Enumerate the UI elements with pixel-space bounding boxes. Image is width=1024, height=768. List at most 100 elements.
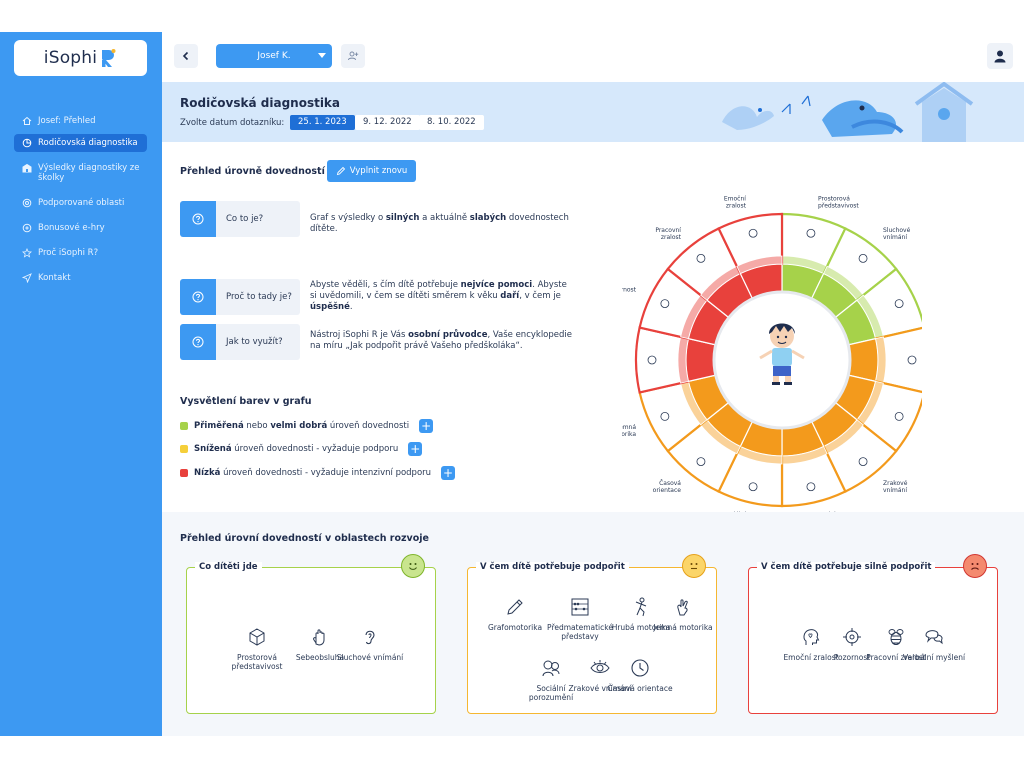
- faq-bold: silných: [385, 213, 420, 223]
- faq-question-proc-to-tady-je[interactable]: Proč to tady je?: [180, 279, 300, 315]
- sidebar-item-label: Proč iSophi R?: [38, 248, 99, 258]
- area-box-reduced: V čem dítě potřebuje podpořit Grafomotor…: [467, 554, 718, 714]
- fine-hand-icon: [677, 599, 688, 616]
- sidebar-item-podporovane-oblasti[interactable]: Podporované oblasti: [14, 194, 147, 212]
- expand-button[interactable]: +: [419, 419, 434, 433]
- faq-bold: osobní průvodce: [408, 330, 488, 340]
- skill-verbalni-mysleni[interactable]: Verbální myšlení: [899, 626, 969, 662]
- skill-label: Pozornost: [833, 653, 871, 662]
- skill-pracovni-zralost[interactable]: Pracovní zralost: [861, 626, 931, 662]
- school-icon: [22, 163, 32, 173]
- wheel-segment-ring: [736, 255, 783, 275]
- skill-pozornost[interactable]: Pozornost: [817, 626, 887, 662]
- page-title: Rodičovská diagnostika: [180, 96, 341, 110]
- top-bar: Josef K.: [162, 32, 1024, 82]
- skill-grafomotorika[interactable]: Grafomotorika: [480, 596, 550, 632]
- wheel-segment-inner[interactable]: [847, 337, 879, 383]
- wheel-segment-label: Pracovní zralost: [655, 227, 681, 241]
- sidebar-item-prehled[interactable]: Josef: Přehled: [14, 112, 147, 130]
- faq-question-co-to-je[interactable]: Co to je?: [180, 201, 300, 237]
- sidebar-item-bonusove-e-hry[interactable]: Bonusové e-hry: [14, 219, 147, 237]
- expand-button[interactable]: +: [441, 466, 456, 480]
- wheel-segment-label: Časová orientace: [653, 480, 682, 494]
- question-icon: [180, 324, 216, 360]
- sidebar-item-rodicovska-diagnostika[interactable]: Rodičovská diagnostika: [14, 134, 147, 152]
- skill-socialni-porozumeni[interactable]: Sociální porozumění: [516, 657, 586, 702]
- crosshair-icon: [660, 299, 670, 308]
- area-box-good: Co dítěti jde Prostorová představivost S…: [186, 554, 436, 714]
- profile-button[interactable]: [987, 43, 1013, 69]
- birds-illustration: [722, 82, 974, 142]
- fine-hand-icon: [660, 412, 670, 421]
- question-icon: [180, 279, 216, 315]
- sidebar-item-label: Rodičovská diagnostika: [38, 138, 138, 148]
- add-child-button[interactable]: [341, 44, 365, 68]
- faq-bold: úspěšné: [310, 302, 350, 312]
- refill-button[interactable]: Vyplnit znovu: [327, 160, 416, 182]
- sidebar-item-kontakt[interactable]: Kontakt: [14, 269, 147, 287]
- faq-text: a aktuálně: [419, 213, 470, 223]
- child-select[interactable]: Josef K.: [216, 44, 332, 68]
- figure-icon: [806, 482, 816, 492]
- faq-question-label: Co to je?: [226, 214, 264, 224]
- refill-label: Vyplnit znovu: [349, 166, 408, 176]
- happy-face-icon: [401, 554, 425, 578]
- wheel-segment-label: Pozornost: [622, 287, 637, 294]
- date-option[interactable]: 8. 10. 2022: [419, 115, 484, 130]
- abacus-icon: [907, 355, 917, 365]
- date-option[interactable]: 9. 12. 2022: [355, 115, 420, 130]
- skill-label: Sluchové vnímání: [336, 653, 404, 662]
- area-title: V čem dítě potřebuje podpořit: [476, 562, 629, 572]
- back-button[interactable]: [174, 44, 198, 68]
- skill-jemna-motorika[interactable]: Jemná motorika: [648, 596, 718, 632]
- speech-icon: [925, 630, 943, 645]
- date-option-selected[interactable]: 25. 1. 2023: [290, 115, 355, 130]
- skill-label: Časová orientace: [607, 684, 673, 693]
- areas-title: Přehled úrovní dovedností v oblastech ro…: [180, 533, 429, 544]
- skill-sebeobsluha[interactable]: Sebeobsluha: [285, 626, 355, 662]
- crosshair-icon: [843, 628, 861, 646]
- app-frame: iSophi Josef: Přehled Rodičovská diagnos…: [0, 32, 1024, 736]
- skill-label: Jemná motorika: [653, 623, 713, 632]
- skill-zrakove-vnimani[interactable]: Zrakové vnímání: [565, 657, 635, 693]
- wheel-segment-inner[interactable]: [685, 337, 717, 383]
- logo-mark-icon: [102, 49, 116, 67]
- people-icon: [542, 660, 560, 677]
- area-title: V čem dítě potřebuje silně podpořit: [757, 562, 936, 572]
- logo[interactable]: iSophi: [14, 40, 147, 76]
- sidebar-item-label: Bonusové e-hry: [38, 223, 105, 233]
- skill-predmatematicke-predstavy[interactable]: Předmatematické představy: [545, 596, 615, 641]
- expand-button[interactable]: +: [408, 442, 423, 456]
- ear-icon: [365, 630, 375, 645]
- target-icon: [22, 198, 32, 208]
- sidebar-item-label: Podporované oblasti: [38, 198, 125, 208]
- add-user-icon: [348, 51, 359, 61]
- skill-prostorova-predstavivost[interactable]: Prostorová představivost: [222, 626, 292, 671]
- user-icon: [994, 50, 1006, 63]
- skill-label: Sebeobsluha: [295, 653, 345, 662]
- sidebar-item-vysledky-ze-skolky[interactable]: Výsledky diagnostiky ze školky: [14, 159, 147, 187]
- area-title: Co dítěti jde: [195, 562, 262, 572]
- home-icon: [22, 116, 32, 125]
- sidebar-item-label: Josef: Přehled: [38, 116, 96, 126]
- page-banner: Rodičovská diagnostika Zvolte datum dota…: [162, 82, 1024, 142]
- cube-icon: [806, 228, 816, 238]
- legend-color-swatch: [180, 422, 188, 430]
- faq-text: .: [349, 302, 353, 312]
- sidebar-item-proc-isophi[interactable]: Proč iSophi R?: [14, 244, 147, 262]
- skill-emocni-zralost[interactable]: Emoční zralost: [776, 626, 846, 662]
- pencil-icon: [507, 599, 523, 615]
- bee-icon: [888, 629, 904, 645]
- faq-question-jak-to-vyuzit[interactable]: Jak to využít?: [180, 324, 300, 360]
- legend-text: Přiměřená nebo velmi dobrá úroveň dovedn…: [194, 421, 410, 431]
- faq-answer: Nástroj iSophi R je Vás osobní průvodce,…: [310, 330, 572, 352]
- skill-label: Sociální porozumění: [528, 684, 574, 702]
- child-select-value: Josef K.: [257, 51, 291, 61]
- skill-sluchove-vnimani[interactable]: Sluchové vnímání: [335, 626, 405, 662]
- skill-label: Verbální myšlení: [902, 653, 966, 662]
- skill-hruba-motorika[interactable]: Hrubá motorika: [606, 596, 676, 632]
- legend-item-good: Přiměřená nebo velmi dobrá úroveň dovedn…: [180, 419, 434, 433]
- legend-color-swatch: [180, 469, 188, 477]
- skill-casova-orientace[interactable]: Časová orientace: [605, 657, 675, 693]
